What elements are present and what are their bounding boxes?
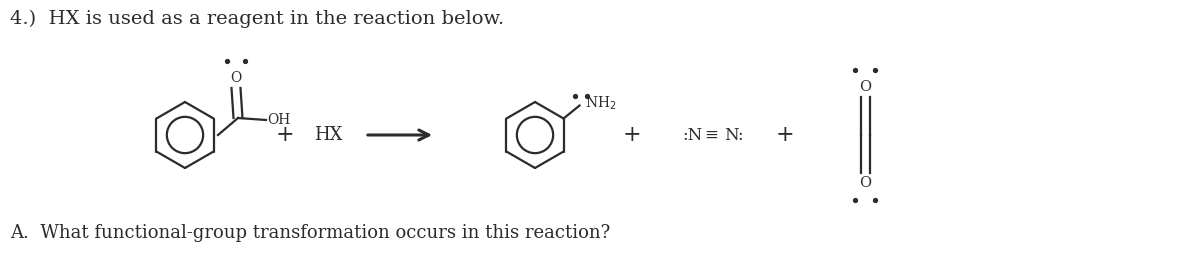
Text: OH: OH	[266, 113, 290, 127]
Text: O: O	[230, 71, 241, 85]
Text: 4.)  HX is used as a reagent in the reaction below.: 4.) HX is used as a reagent in the react…	[10, 10, 504, 28]
Text: A.  What functional-group transformation occurs in this reaction?: A. What functional-group transformation …	[10, 224, 611, 242]
Text: +: +	[623, 124, 641, 146]
Text: N:: N:	[724, 126, 744, 143]
Text: :N: :N	[682, 126, 702, 143]
Text: O: O	[859, 176, 871, 190]
Text: +: +	[775, 124, 794, 146]
Text: NH$_2$: NH$_2$	[584, 95, 616, 112]
Text: ≡: ≡	[704, 126, 718, 143]
Text: +: +	[276, 124, 294, 146]
Text: O: O	[859, 80, 871, 94]
Text: HX: HX	[313, 126, 342, 144]
